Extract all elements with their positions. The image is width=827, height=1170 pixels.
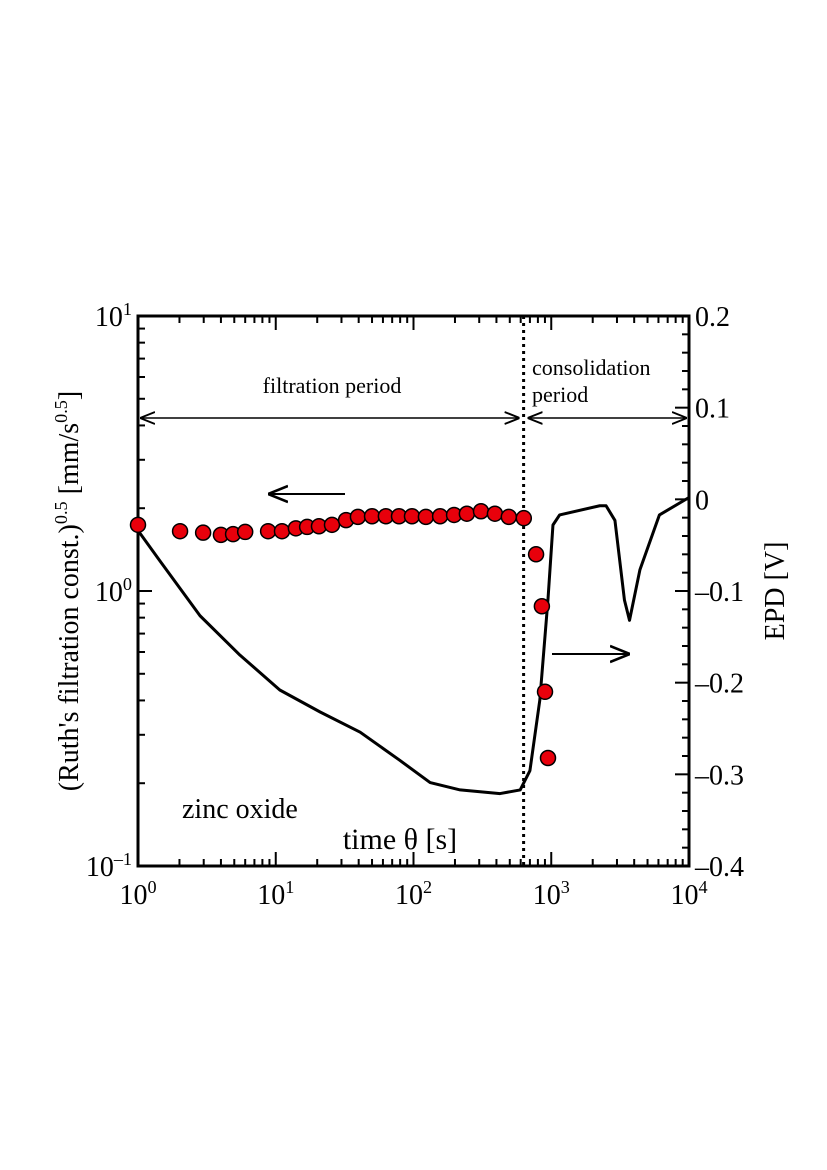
y2-axis-label: EPD [V]: [760, 542, 791, 641]
data-point: [363, 507, 381, 525]
data-point: [129, 516, 147, 534]
data-point: [458, 505, 476, 522]
data-point: [539, 749, 557, 767]
y2-tick-label: 0: [695, 485, 709, 516]
y-tick-label: 101: [95, 299, 132, 333]
data-point: [403, 507, 421, 525]
data-point: [236, 523, 254, 541]
x-tick-label: 102: [395, 877, 432, 911]
x-tick-label: 101: [257, 877, 294, 911]
data-point: [349, 508, 367, 526]
annotation: period: [532, 382, 588, 407]
data-point: [486, 505, 504, 522]
y2-tick-label: –0.2: [694, 669, 744, 700]
data-point: [472, 502, 490, 520]
y-tick-label: 10–1: [86, 849, 132, 883]
data-point: [527, 546, 545, 563]
x-tick-label: 103: [533, 877, 570, 911]
data-point: [431, 507, 449, 525]
plot-frame: [136, 314, 691, 868]
annotation: filtration period: [263, 373, 402, 398]
data-point: [323, 516, 341, 534]
y-tick-label: 100: [95, 574, 132, 608]
y2-tick-label: –0.4: [694, 852, 744, 883]
y2-tick-label: 0.2: [695, 302, 730, 333]
y2-tick-label: –0.3: [694, 760, 744, 791]
data-point: [515, 509, 533, 527]
annotation: zinc oxide: [182, 794, 298, 825]
y-axis-label: (Ruth's filtration const.)0.5 [mm/s0.5]: [51, 391, 85, 791]
epd-line: [136, 496, 690, 796]
x-tick-label: 104: [670, 877, 707, 911]
data-point: [273, 522, 291, 540]
data-point: [194, 524, 212, 541]
data-point: [500, 508, 518, 526]
annotation: consolidation: [532, 355, 651, 380]
x-tick-label: 100: [119, 877, 156, 911]
data-point: [533, 598, 551, 615]
y2-tick-label: –0.1: [694, 577, 744, 608]
data-point: [417, 508, 435, 526]
y2-tick-label: 0.1: [695, 394, 730, 425]
x-axis-label: time θ [s]: [343, 823, 457, 856]
data-point: [536, 683, 554, 701]
data-point: [171, 522, 189, 540]
plot-area: [136, 496, 690, 796]
data-point: [259, 522, 277, 540]
